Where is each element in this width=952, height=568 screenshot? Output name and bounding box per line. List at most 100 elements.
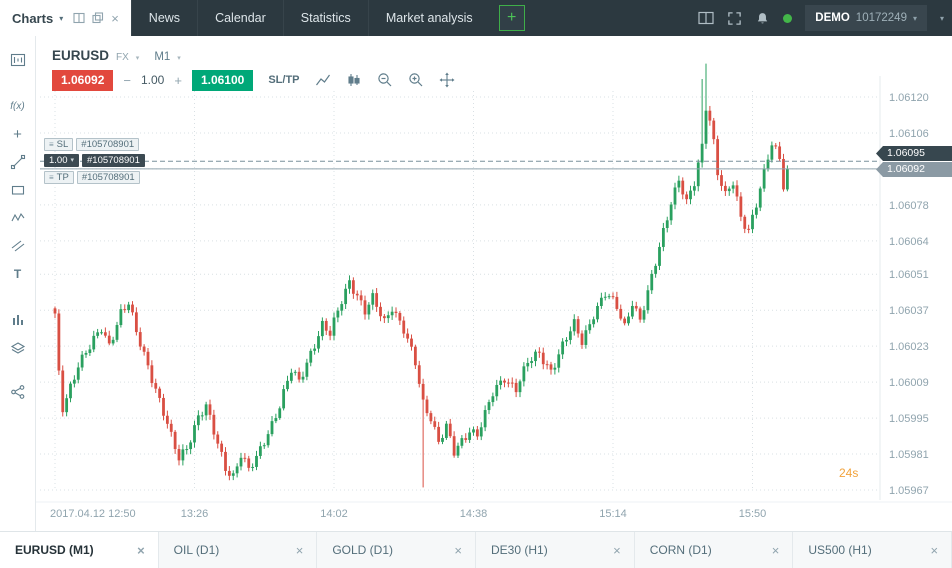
svg-text:1.06120: 1.06120 <box>889 92 929 104</box>
timeframe-selector[interactable]: M1 <box>154 51 171 63</box>
candle-countdown: 24s <box>839 466 859 480</box>
fullscreen-icon[interactable] <box>727 11 742 26</box>
trendline-quick-icon[interactable] <box>315 72 331 88</box>
instrument-tab-bar: EURUSD (M1) × OIL (D1) × GOLD (D1) × DE3… <box>0 531 952 568</box>
pan-move-icon[interactable] <box>439 72 455 88</box>
shape-tool-icon[interactable] <box>7 180 29 200</box>
sl-chip[interactable]: ≡ SL <box>44 138 74 151</box>
tp-chip-label: TP <box>56 172 69 183</box>
instrument-tab-label: OIL (D1) <box>173 543 220 557</box>
sltp-button[interactable]: SL/TP <box>268 74 300 86</box>
split-window-icon[interactable] <box>73 12 85 24</box>
chart-panel: 1.06120 1.06106 1.06092 1.06078 1.06064 1.060… <box>36 36 952 531</box>
symbol-label: EURUSD <box>52 48 110 63</box>
instrument-tab-label: GOLD (D1) <box>332 543 394 557</box>
drag-handle-icon: ≡ <box>49 140 54 149</box>
connection-status-dot <box>783 13 793 23</box>
sl-line-labels: ≡ SL #105708901 <box>44 138 140 151</box>
tab-calendar[interactable]: Calendar <box>197 0 283 36</box>
svg-text:13:26: 13:26 <box>181 508 209 520</box>
chart-view-icon[interactable] <box>7 50 29 70</box>
drawing-toolbar: f(x) + T <box>0 36 36 531</box>
svg-text:1.05981: 1.05981 <box>889 449 929 461</box>
svg-text:1.06023: 1.06023 <box>889 341 929 353</box>
tab-market-analysis[interactable]: Market analysis <box>367 0 490 36</box>
svg-text:1.06064: 1.06064 <box>889 236 929 248</box>
notifications-bell-icon[interactable] <box>755 11 770 26</box>
chevron-down-icon: ▾ <box>59 13 64 23</box>
svg-text:1.05967: 1.05967 <box>889 485 929 497</box>
market-label[interactable]: FX <box>116 52 129 63</box>
chart-type-icon[interactable] <box>346 72 362 88</box>
volume-increase-button[interactable]: + <box>174 72 182 88</box>
tp-line-labels: ≡ TP #105708901 <box>44 171 140 184</box>
volume-input[interactable]: 1.00 <box>140 73 165 87</box>
sl-chip-label: SL <box>56 139 69 150</box>
trendline-tool-icon[interactable] <box>7 152 29 172</box>
svg-text:1.06106: 1.06106 <box>889 128 929 140</box>
elliott-wave-tool-icon[interactable] <box>7 208 29 228</box>
volume-decrease-button[interactable]: − <box>123 72 131 88</box>
tab-statistics[interactable]: Statistics <box>282 0 368 36</box>
position-volume-label: 1.00 <box>49 155 68 166</box>
close-icon[interactable]: × <box>930 542 939 558</box>
svg-text:1.06037: 1.06037 <box>889 305 929 317</box>
svg-text:1.06078: 1.06078 <box>889 200 929 212</box>
trade-toolbar: 1.06092 − 1.00 + 1.06100 SL/TP <box>52 69 455 91</box>
chart-window-controls: × <box>69 0 131 36</box>
drag-handle-icon: ≡ <box>49 173 54 182</box>
instrument-tab-gold[interactable]: GOLD (D1) × <box>317 532 477 568</box>
instrument-tab-label: EURUSD (M1) <box>15 543 94 557</box>
svg-text:14:38: 14:38 <box>460 508 488 520</box>
instrument-header: EURUSD FX ▾ M1 ▾ <box>52 48 181 63</box>
instrument-tab-us500[interactable]: US500 (H1) × <box>793 532 952 568</box>
close-icon[interactable]: × <box>454 542 463 558</box>
chevron-down-icon: ▾ <box>135 55 140 62</box>
top-bar-right: DEMO 10172249 ▾ ▾ <box>698 0 952 36</box>
price-chart[interactable]: 1.06120 1.06106 1.06092 1.06078 1.06064 1.060… <box>36 36 952 531</box>
instrument-tab-eurusd[interactable]: EURUSD (M1) × <box>0 532 159 568</box>
instrument-tab-oil[interactable]: OIL (D1) × <box>158 532 318 568</box>
charts-menu[interactable]: Charts ▾ <box>0 0 70 36</box>
svg-text:1.06051: 1.06051 <box>889 269 929 281</box>
duplicate-window-icon[interactable] <box>92 12 104 24</box>
chevron-down-icon: ▾ <box>912 13 917 23</box>
instrument-tab-de30[interactable]: DE30 (H1) × <box>476 532 635 568</box>
position-ticket-chip[interactable]: #105708901 <box>82 154 145 167</box>
sell-price-button[interactable]: 1.06092 <box>52 69 114 91</box>
tab-news[interactable]: News <box>130 0 197 36</box>
close-icon[interactable]: × <box>771 542 780 558</box>
share-icon[interactable] <box>7 382 29 402</box>
add-tab-button[interactable]: + <box>498 5 525 31</box>
buy-price-button[interactable]: 1.06100 <box>191 69 254 91</box>
add-indicator-icon[interactable]: + <box>13 125 22 143</box>
close-icon[interactable]: × <box>137 542 145 558</box>
chevron-down-icon: ▾ <box>177 55 181 62</box>
close-icon[interactable]: × <box>295 542 304 558</box>
account-selector[interactable]: DEMO 10172249 ▾ <box>805 5 927 31</box>
indicators-icon[interactable]: f(x) <box>10 100 25 112</box>
zoom-in-icon[interactable] <box>408 72 424 88</box>
chevron-down-icon: ▾ <box>70 157 75 164</box>
position-line-labels: 1.00 ▾ #105708901 <box>44 154 145 167</box>
tp-chip[interactable]: ≡ TP <box>44 171 74 184</box>
instrument-tab-corn[interactable]: CORN (D1) × <box>634 532 794 568</box>
tp-ticket-chip[interactable]: #105708901 <box>76 171 140 184</box>
text-tool-icon[interactable]: T <box>13 267 22 281</box>
svg-text:1.05995: 1.05995 <box>889 413 929 425</box>
layers-icon[interactable] <box>7 338 29 358</box>
order-price-tag: 1.06095 <box>876 146 952 161</box>
close-chart-icon[interactable]: × <box>111 10 119 26</box>
volume-tool-icon[interactable] <box>7 310 29 330</box>
instrument-tab-label: CORN (D1) <box>649 543 712 557</box>
zoom-out-icon[interactable] <box>377 72 393 88</box>
close-icon[interactable]: × <box>613 542 621 558</box>
collapse-topbar-icon[interactable]: ▾ <box>939 13 944 23</box>
position-volume-chip[interactable]: 1.00 ▾ <box>44 154 80 167</box>
sl-ticket-chip[interactable]: #105708901 <box>76 138 140 151</box>
svg-text:2017.04.12 12:50: 2017.04.12 12:50 <box>50 508 136 520</box>
svg-text:1.06009: 1.06009 <box>889 377 929 389</box>
account-number-label: 10172249 <box>855 12 907 24</box>
channel-tool-icon[interactable] <box>7 236 29 256</box>
layout-grid-icon[interactable] <box>698 11 714 25</box>
